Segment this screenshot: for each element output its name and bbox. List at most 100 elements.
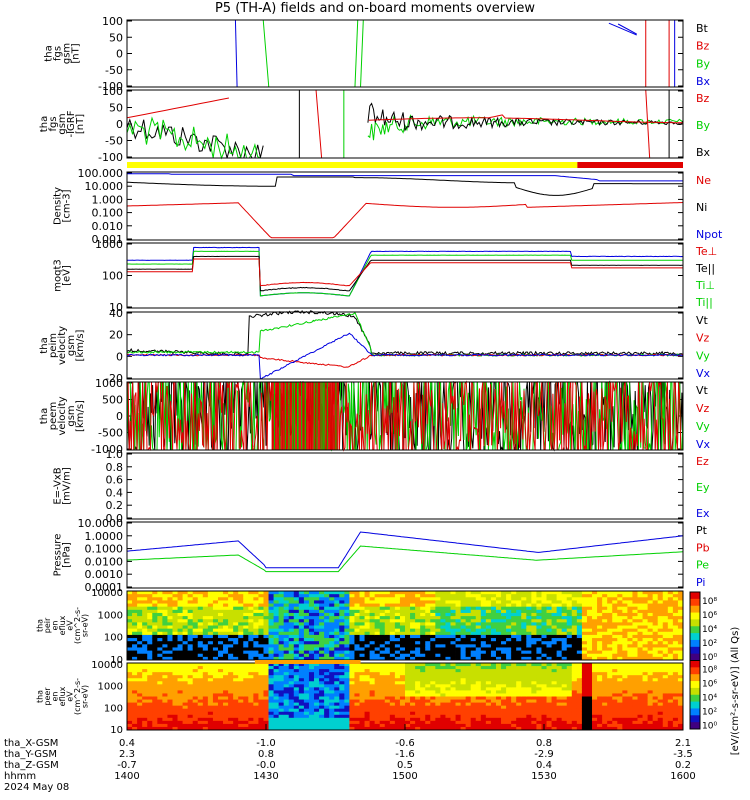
ytick-label: 40 (109, 307, 123, 320)
colorbar-segment (690, 598, 700, 607)
time-axis-value: -3.5 (673, 749, 693, 760)
bx-trace (608, 22, 637, 36)
colorbar-tick: 10⁶ (702, 611, 717, 621)
ylabel-line: -IGRF (66, 110, 77, 137)
ylabel-line: eV (66, 691, 75, 702)
legend-label: Pi (696, 576, 705, 589)
vz-trace (127, 353, 684, 368)
ylabel-line: moqt3 (53, 259, 64, 292)
ytick-label: -100 (98, 151, 123, 164)
ylabel-line: en (51, 692, 60, 702)
colorbar-segment (690, 653, 700, 661)
colorbar-segment (690, 667, 700, 675)
ylabel-line: tha (44, 45, 55, 61)
vt-trace (126, 309, 684, 357)
ylabel-line: Density (53, 187, 64, 225)
panel-4-ylabel: moqt3[eV] (53, 259, 73, 292)
time-axis-row-label: tha_X-GSM (4, 738, 58, 749)
ytick-label: 500 (102, 394, 123, 407)
ytick-label: 1000 (95, 377, 123, 390)
time-axis-value: -0.7 (117, 760, 137, 771)
colorbar-label-text: [eV/(cm²-s-sr-eV)] (All Qs) (730, 627, 741, 756)
ylabel-line: fgs (53, 46, 64, 61)
legend-label: Ti⊥ (695, 279, 715, 292)
colorbar-label: [eV/(cm²-s-sr-eV)] (All Qs) (730, 627, 741, 756)
vt-trace (126, 380, 684, 452)
time-axis-value: -0.0 (256, 760, 276, 771)
ti-trace (127, 246, 684, 297)
colorbar-segment (690, 646, 700, 655)
ytick-label: 1.000 (92, 193, 124, 206)
ytick-label: 50 (109, 102, 123, 115)
mode-bar-fast (577, 162, 683, 168)
time-axis-row-label: tha_Y-GSM (4, 749, 57, 760)
colorbar-segment (690, 722, 700, 730)
ytick-label: 10000 (91, 660, 123, 671)
ytick-label: 0.010 (92, 220, 124, 233)
ylabel-line: sr-eV) (81, 685, 90, 708)
legend-label: Npot (696, 228, 723, 241)
colorbar-tick: 10⁴ (702, 625, 717, 635)
legend-label: Ez (696, 455, 709, 468)
ytick-label: 0 (116, 118, 123, 131)
colorbar-segment (690, 626, 700, 634)
ylabel-line: [nT] (75, 114, 86, 134)
ylabel-line: [nPa] (62, 542, 73, 568)
time-axis-value: 0.4 (119, 738, 135, 749)
spectrogram-cells (127, 663, 684, 731)
colorbar-segment (690, 660, 700, 668)
legend-label: Bz (696, 92, 710, 105)
legend-label: Ti|| (695, 296, 713, 309)
colorbar-segment (690, 605, 700, 614)
spectrogram-cells (127, 591, 684, 661)
colorbar-segment (690, 687, 700, 696)
time-axis-value: 0.8 (258, 749, 274, 760)
legend-label: Ey (696, 481, 710, 494)
pe-trace (126, 545, 684, 573)
ytick-label: 100 (102, 15, 123, 28)
time-axis-row-label: tha_Z-GSM (4, 760, 59, 771)
bx-trace (234, 19, 238, 88)
legend-label: Pt (696, 524, 708, 537)
ytick-label: 0 (116, 48, 123, 61)
ylabel-line: [cm-3] (62, 189, 73, 222)
legend-label: Ex (696, 507, 710, 520)
ytick-label: 100 (104, 703, 123, 714)
ylabel-line: peir (43, 617, 52, 633)
time-axis-value: 2.3 (119, 749, 135, 760)
time-axis-value: 1600 (670, 771, 695, 782)
ytick-label: 0 (116, 410, 123, 423)
ytick-label: 10 (110, 655, 123, 666)
legend-label: Vx (696, 438, 711, 451)
ylabel-line: fgs (48, 116, 59, 131)
ylabel-line: tha (39, 116, 50, 132)
ytick-label: 50 (109, 31, 123, 44)
time-axis-row-label: 2024 May 08 (4, 782, 69, 793)
burst-marker (254, 660, 361, 664)
time-axis-value: 0.8 (536, 738, 552, 749)
panel-frame (126, 242, 684, 309)
time-axis-value: 1500 (392, 771, 417, 782)
legend-label: Ne (696, 174, 711, 187)
legend-label: Te⊥ (695, 245, 717, 258)
ylabel-line: gsm (66, 335, 77, 356)
panel-frame (126, 89, 684, 159)
bz-trace (126, 97, 229, 119)
ytick-label: 0 (116, 350, 123, 363)
by-trace (354, 19, 359, 88)
ytick-label: 10.000 (85, 180, 124, 193)
ylabel-line: velocity (57, 396, 68, 435)
colorbar-segment (690, 674, 700, 682)
ytick-label: 1.0 (106, 448, 124, 461)
legend-label: By (696, 119, 711, 132)
panel-frame (126, 521, 684, 589)
